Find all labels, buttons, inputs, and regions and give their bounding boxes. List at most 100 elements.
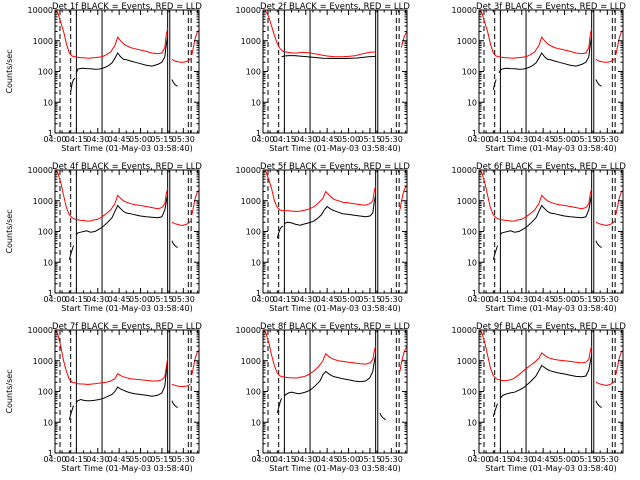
lld-series-line (399, 346, 407, 372)
y-tick-label: 1000 (33, 197, 53, 206)
y-tick-label: 1000 (457, 197, 477, 206)
y-tick-label: 100 (38, 388, 53, 397)
x-tick-label: 04:15 (273, 295, 296, 304)
x-tick-label: 04:00 (251, 455, 274, 464)
x-tick-label: 04:45 (532, 135, 555, 144)
x-tick-label: 04:00 (251, 295, 274, 304)
x-tick-label: 04:00 (467, 295, 490, 304)
y-tick-label: 1 (48, 449, 53, 458)
detector-panel-1: Det 1f BLACK = Events, RED = LLD 1 10 100 10… (5, 2, 202, 153)
events-series-line (595, 79, 602, 87)
x-tick-label: 05:00 (129, 455, 152, 464)
events-series-line (281, 55, 376, 59)
x-tick-label: 04:00 (467, 455, 490, 464)
x-tick-label: 04:30 (510, 135, 533, 144)
events-series-line (498, 36, 593, 74)
y-tick-label: 1 (472, 449, 477, 458)
y-tick-label: 1 (472, 129, 477, 138)
y-tick-label: 10 (467, 98, 477, 107)
x-tick-label: 05:15 (358, 455, 381, 464)
y-tick-label: 100 (246, 388, 261, 397)
x-tick-label: 04:00 (43, 135, 66, 144)
detector-panel-6: Det 6f BLACK = Events, RED = LLD 1 10 100 10… (452, 162, 627, 313)
y-tick-label: 10 (43, 98, 53, 107)
x-tick-label: 04:45 (532, 295, 555, 304)
x-tick-label: 05:30 (380, 295, 403, 304)
y-tick-label: 100 (38, 228, 53, 237)
x-tick-label: 05:15 (150, 135, 173, 144)
detector-panel-4: Det 4f BLACK = Events, RED = LLD 1 10 100 10… (5, 162, 202, 313)
x-tick-label: 05:30 (172, 455, 195, 464)
panel-title: Det 9f BLACK = Events, RED = LLD (476, 322, 626, 332)
y-axis-label: Counts/sec (5, 209, 14, 253)
x-tick-label: 04:45 (108, 295, 131, 304)
events-series-line (276, 398, 282, 414)
lld-series-line (595, 380, 615, 386)
x-tick-label: 05:15 (358, 135, 381, 144)
x-tick-label: 04:00 (43, 455, 66, 464)
y-tick-label: 1000 (33, 357, 53, 366)
y-tick-label: 10 (251, 418, 261, 427)
x-tick-label: 04:15 (273, 455, 296, 464)
lld-series-line (595, 220, 615, 226)
lld-series-line (479, 330, 593, 382)
x-tick-label: 04:45 (532, 455, 555, 464)
y-tick-label: 1 (472, 289, 477, 298)
x-tick-label: 04:15 (65, 455, 88, 464)
events-series-line (76, 195, 169, 235)
x-tick-label: 04:30 (86, 135, 109, 144)
x-tick-label: 05:15 (574, 135, 597, 144)
y-tick-label: 1000 (457, 357, 477, 366)
x-axis-label: Start Time (01-May-03 03:58:40) (485, 464, 616, 473)
x-tick-label: 05:15 (358, 295, 381, 304)
events-series-line (171, 240, 178, 249)
lld-series-line (55, 330, 169, 385)
x-axis-label: Start Time (01-May-03 03:58:40) (61, 464, 192, 473)
detector-panel-3: Det 3f BLACK = Events, RED = LLD 1 10 100 10… (452, 2, 627, 153)
y-tick-label: 10000 (236, 166, 261, 175)
y-tick-label: 1 (256, 129, 261, 138)
events-series-line (499, 355, 593, 399)
y-tick-label: 100 (38, 68, 53, 77)
y-tick-label: 100 (246, 68, 261, 77)
y-tick-label: 100 (462, 68, 477, 77)
x-tick-label: 05:00 (129, 295, 152, 304)
lld-series-line (400, 31, 407, 48)
events-series-line (379, 412, 386, 421)
events-series-line (595, 240, 602, 249)
x-axis-label: Start Time (01-May-03 03:58:40) (269, 304, 400, 313)
y-tick-label: 10000 (452, 6, 477, 15)
x-axis-label: Start Time (01-May-03 03:58:40) (485, 304, 616, 313)
y-tick-label: 10000 (28, 326, 53, 335)
x-tick-label: 04:15 (273, 135, 296, 144)
x-tick-label: 04:30 (294, 135, 317, 144)
x-tick-label: 04:30 (294, 295, 317, 304)
x-tick-label: 05:30 (380, 135, 403, 144)
x-tick-label: 05:00 (553, 135, 576, 144)
y-tick-label: 1 (256, 289, 261, 298)
events-series-line (76, 360, 169, 403)
x-axis-label: Start Time (01-May-03 03:58:40) (61, 304, 192, 313)
lld-series-line (55, 170, 169, 222)
y-tick-label: 100 (462, 388, 477, 397)
panel-title: Det 5f BLACK = Events, RED = LLD (260, 162, 410, 172)
lld-series-line (479, 10, 593, 59)
x-tick-label: 05:15 (574, 295, 597, 304)
y-tick-label: 10000 (452, 326, 477, 335)
y-tick-label: 1000 (241, 37, 261, 46)
x-tick-label: 04:15 (489, 295, 512, 304)
y-tick-label: 100 (462, 228, 477, 237)
events-series-line (284, 355, 377, 397)
lld-series-line (55, 10, 169, 59)
events-series-line (500, 195, 593, 235)
x-tick-label: 04:15 (489, 135, 512, 144)
panel-title: Det 6f BLACK = Events, RED = LLD (476, 162, 626, 172)
x-tick-label: 05:30 (380, 455, 403, 464)
lld-series-line (171, 58, 191, 63)
events-series-line (492, 79, 497, 91)
lld-series-line (264, 10, 376, 58)
y-tick-label: 1000 (33, 37, 53, 46)
x-tick-label: 04:45 (316, 295, 339, 304)
y-tick-label: 100 (246, 228, 261, 237)
events-series-line (492, 245, 498, 260)
